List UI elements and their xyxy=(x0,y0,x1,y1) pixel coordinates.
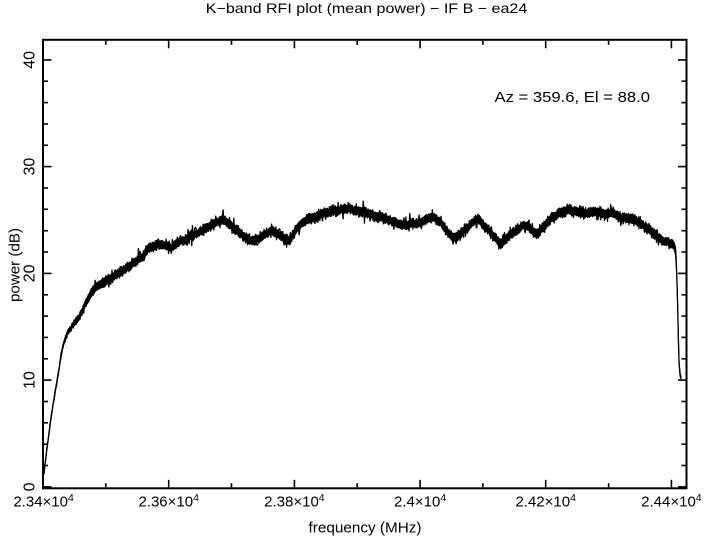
svg-text:2.42×104: 2.42×104 xyxy=(515,492,576,511)
svg-text:40: 40 xyxy=(22,51,39,69)
svg-text:10: 10 xyxy=(22,371,39,389)
svg-text:2.34×104: 2.34×104 xyxy=(13,492,74,511)
svg-text:30: 30 xyxy=(22,158,39,176)
svg-text:2.38×104: 2.38×104 xyxy=(264,492,325,511)
svg-text:2.36×104: 2.36×104 xyxy=(138,492,199,511)
svg-text:2.4×104: 2.4×104 xyxy=(394,492,446,511)
svg-text:Az = 359.6, El = 88.0: Az = 359.6, El = 88.0 xyxy=(495,89,651,106)
svg-text:0: 0 xyxy=(22,482,39,491)
svg-text:20: 20 xyxy=(22,264,39,282)
svg-text:frequency (MHz): frequency (MHz) xyxy=(309,520,422,537)
svg-text:2.44×104: 2.44×104 xyxy=(641,492,702,511)
svg-text:K−band RFI plot (mean power) −: K−band RFI plot (mean power) − IF B − ea… xyxy=(206,0,528,16)
svg-text:power (dB): power (dB) xyxy=(7,228,24,302)
